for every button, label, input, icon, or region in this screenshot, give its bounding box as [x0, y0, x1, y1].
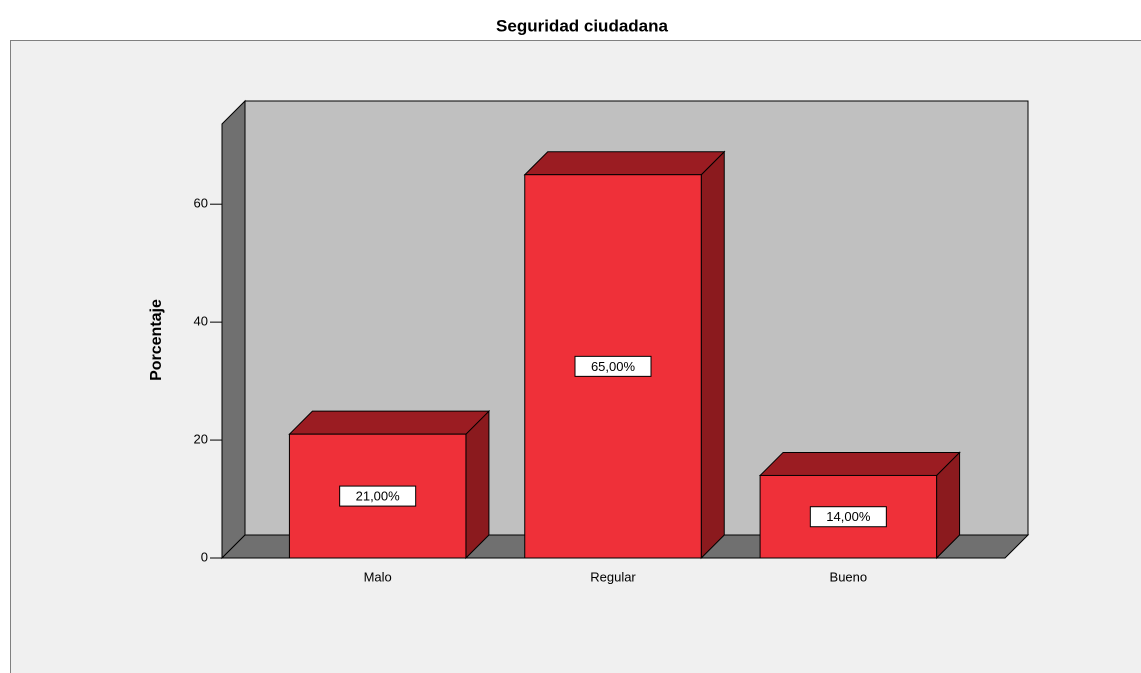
y-tick-label: 0 [201, 549, 208, 564]
x-tick-label: Malo [364, 569, 392, 584]
bar-top [523, 151, 726, 176]
x-tick-label: Bueno [830, 569, 868, 584]
x-tick-label: Regular [590, 569, 636, 584]
bar-side [465, 409, 490, 560]
y-tick-label: 20 [194, 432, 208, 447]
value-label-box [809, 506, 887, 528]
bar-top [758, 451, 961, 476]
value-label: 65,00% [591, 359, 636, 374]
value-label-box [574, 355, 652, 377]
y-axis-label: Porcentaje [148, 299, 165, 381]
bar-top [288, 410, 491, 435]
value-label: 21,00% [356, 489, 401, 504]
bar-side [700, 150, 725, 560]
side-wall [221, 99, 246, 560]
chart-title: Seguridad ciudadana [496, 16, 668, 35]
value-label: 14,00% [826, 509, 871, 524]
y-tick-label: 60 [194, 196, 208, 211]
y-tick-label: 40 [194, 314, 208, 329]
value-label-box [339, 485, 417, 507]
